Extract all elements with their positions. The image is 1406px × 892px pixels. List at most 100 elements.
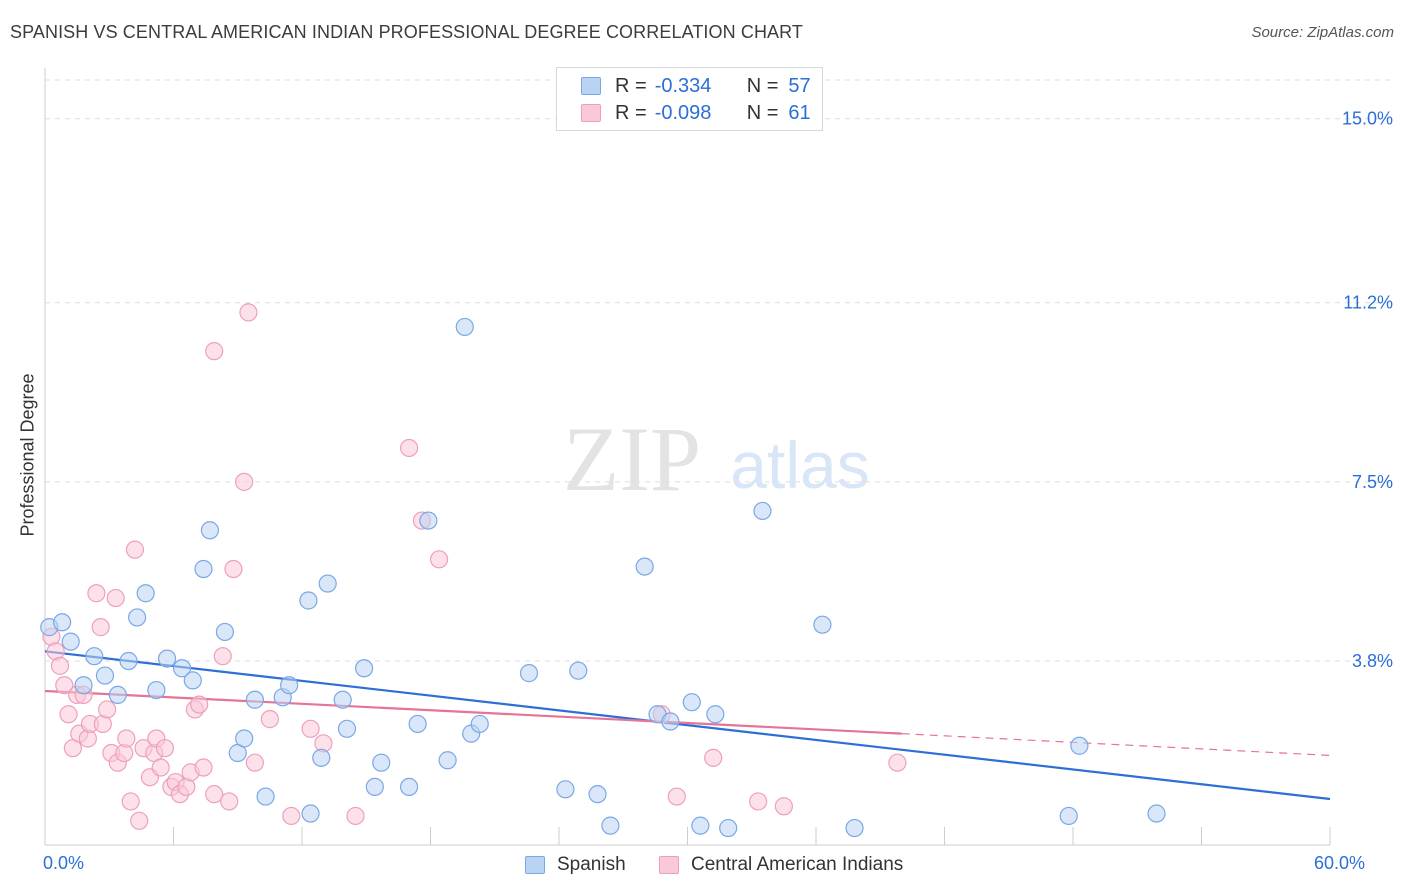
spanish-point [438, 751, 457, 770]
spanish-point [108, 685, 127, 705]
watermark: ZIP atlas [563, 408, 870, 510]
spanish-legend-swatch [525, 856, 545, 874]
spanish-point [1070, 736, 1089, 755]
central-american-indians-point [667, 787, 686, 806]
spanish-trend-line [44, 650, 1331, 801]
spanish-point [601, 816, 620, 835]
central-american-indians-point [205, 342, 224, 361]
stats-row-central-american-indians: R = -0.098 N = 61 [581, 100, 811, 126]
central-american-indians-trend-extension [901, 733, 1331, 757]
spanish-point [556, 780, 575, 799]
central-american-indians-point [224, 559, 243, 579]
spanish-point [470, 714, 489, 734]
spanish-point [127, 608, 147, 627]
spanish-point [408, 714, 427, 734]
central-american-indians-point [87, 584, 106, 603]
spanish-point [299, 591, 318, 610]
r-value: -0.334 [654, 74, 712, 97]
legend-item-central-american-indians[interactable]: Central American Indians [659, 852, 903, 878]
r-label: R = [615, 101, 647, 124]
x-tick-label: 60.0% [1314, 853, 1365, 873]
spanish-point [119, 651, 138, 671]
spanish-point [147, 680, 166, 700]
central-american-indians-point [245, 753, 264, 772]
source-credit: Source: ZipAtlas.com [1251, 24, 1394, 41]
spanish-point [215, 622, 234, 642]
central-american-indians-point [59, 705, 78, 724]
spanish-point [157, 649, 177, 668]
spanish-point [318, 574, 337, 593]
spanish-point [372, 753, 391, 772]
stats-box: R = -0.334 N = 57 R = -0.098 N = 61 [556, 67, 823, 131]
central-american-indians-point [220, 792, 239, 811]
central-american-indians-point [50, 656, 70, 675]
spanish-point [635, 557, 654, 576]
spanish-point [1059, 806, 1078, 826]
central-american-indians-point [130, 811, 149, 830]
n-value: 57 [788, 74, 811, 97]
spanish-swatch [581, 77, 601, 95]
spanish-point [194, 559, 213, 579]
y-tick-label: 7.5% [1352, 472, 1393, 492]
n-label: N = [746, 101, 779, 124]
spanish-point [719, 818, 738, 838]
spanish-point [245, 690, 264, 709]
tick-labels: 3.8% 7.5% 11.2% 15.0% 0.0% 60.0% [43, 109, 1393, 873]
central-american-indians-legend-swatch [659, 856, 679, 874]
trend-lines [44, 650, 1331, 801]
legend-label: Spanish [557, 854, 626, 875]
y-tick-label: 11.2% [1343, 293, 1393, 313]
y-tick-label: 3.8% [1352, 651, 1393, 671]
r-label: R = [615, 74, 647, 97]
gridlines [45, 79, 1395, 662]
central-american-indians-point [190, 695, 209, 714]
central-american-indians-point [155, 739, 175, 758]
spanish-point [706, 705, 725, 724]
stats-row-spanish: R = -0.334 N = 57 [581, 73, 811, 99]
spanish-point [691, 816, 710, 835]
x-tick-label: 0.0% [43, 853, 84, 873]
spanish-point [588, 785, 607, 804]
central-american-indians-point [239, 303, 258, 322]
spanish-point [365, 777, 384, 796]
legend-item-spanish[interactable]: Spanish [525, 852, 626, 878]
spanish-point [355, 659, 374, 678]
spanish-point [280, 676, 299, 695]
spanish-point [85, 647, 104, 666]
spanish-point [419, 511, 438, 530]
data-points [40, 303, 1166, 838]
central-american-indians-point [235, 472, 254, 491]
central-american-indians-point [213, 647, 232, 666]
central-american-indians-swatch [581, 104, 601, 122]
axes [44, 68, 1331, 846]
central-american-indians-point [55, 676, 74, 695]
watermark-zip: ZIP [563, 408, 701, 510]
central-american-indians-point [301, 719, 320, 738]
central-american-indians-point [125, 540, 145, 559]
central-american-indians-point [194, 758, 213, 777]
spanish-point [235, 729, 254, 748]
central-american-indians-point [399, 438, 419, 458]
spanish-point [661, 712, 680, 731]
central-american-indians-point [106, 588, 125, 608]
central-american-indians-point [91, 618, 110, 637]
spanish-point [845, 818, 864, 838]
central-american-indians-point [774, 797, 793, 816]
legend-label: Central American Indians [691, 854, 904, 875]
spanish-point [455, 317, 474, 337]
chart-title: SPANISH VS CENTRAL AMERICAN INDIAN PROFE… [10, 22, 804, 42]
spanish-point [1147, 804, 1166, 823]
spanish-point [53, 613, 72, 632]
n-value: 61 [788, 101, 811, 124]
central-american-indians-trend-line [44, 689, 902, 735]
spanish-point [95, 666, 115, 685]
central-american-indians-point [260, 710, 279, 729]
r-value: -0.098 [654, 101, 712, 124]
spanish-point [61, 632, 80, 651]
spanish-point [183, 671, 202, 690]
spanish-point [256, 787, 275, 806]
central-american-indians-point [151, 758, 170, 777]
central-american-indians-point [117, 729, 136, 748]
spanish-point [333, 690, 352, 709]
